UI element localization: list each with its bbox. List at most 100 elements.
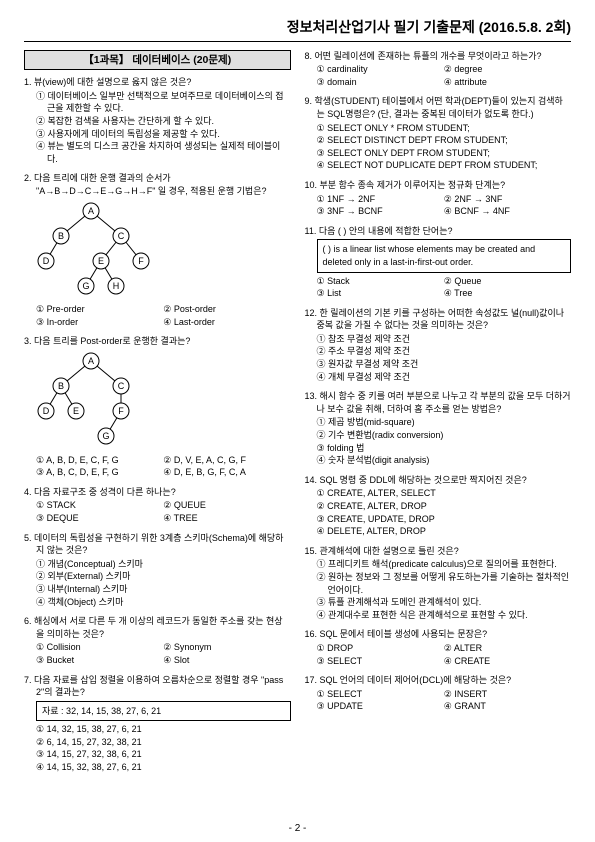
option: ① SELECT ONLY * FROM STUDENT; — [317, 122, 572, 135]
option: ③ In-order — [36, 316, 163, 329]
question: 9. 학생(STUDENT) 테이블에서 어떤 학과(DEPT)들이 있는지 검… — [305, 95, 572, 172]
option: ① 14, 32, 15, 38, 27, 6, 21 — [36, 723, 291, 736]
option: ① A, B, D, E, C, F, G — [36, 454, 163, 467]
options: ① STACK② QUEUE③ DEQUE④ TREE — [24, 499, 291, 524]
option: ③ SELECT — [317, 655, 444, 668]
question-box: 자료 : 32, 14, 15, 38, 27, 6, 21 — [36, 701, 291, 722]
option: ② 주소 무결성 제약 조건 — [317, 345, 572, 358]
svg-text:A: A — [88, 206, 94, 216]
options: ① Stack② Queue③ List④ Tree — [305, 275, 572, 300]
option: ③ A, B, C, D, E, F, G — [36, 466, 163, 479]
svg-text:D: D — [43, 406, 50, 416]
question: 1. 뷰(view)에 대한 설명으로 옳지 않은 것은?① 데이터베이스 일부… — [24, 76, 291, 165]
option: ② ALTER — [444, 642, 571, 655]
option: ① Collision — [36, 641, 163, 654]
option: ③ 튜플 관계해석과 도메인 관계해석이 있다. — [317, 596, 572, 609]
option: ① 제곱 방법(mid-square) — [317, 416, 572, 429]
option: ① DROP — [317, 642, 444, 655]
svg-text:D: D — [43, 256, 50, 266]
option: ② Queue — [444, 275, 571, 288]
option: ③ CREATE, UPDATE, DROP — [317, 513, 572, 526]
question: 3. 다음 트리를 Post-order로 운행한 결과는?ABCDEFG① A… — [24, 335, 291, 478]
question: 10. 부분 함수 종속 제거가 이루어지는 정규화 단계는?① 1NF → 2… — [305, 179, 572, 218]
svg-text:B: B — [58, 231, 64, 241]
option: ④ Slot — [163, 654, 290, 667]
option: ④ 객체(Object) 스키마 — [36, 596, 291, 609]
question-text: 15. 관계해석에 대한 설명으로 틀린 것은? — [305, 545, 572, 558]
options: ① SELECT ONLY * FROM STUDENT;② SELECT DI… — [305, 122, 572, 172]
question: 15. 관계해석에 대한 설명으로 틀린 것은?① 프레디키트 해석(predi… — [305, 545, 572, 622]
svg-text:C: C — [118, 381, 125, 391]
option: ③ Bucket — [36, 654, 163, 667]
option: ① 참조 무결성 제약 조건 — [317, 333, 572, 346]
svg-text:E: E — [98, 256, 104, 266]
left-column: 【1과목】 데이터베이스 (20문제) 1. 뷰(view)에 대한 설명으로 … — [24, 50, 291, 781]
options: ① A, B, D, E, C, F, G② D, V, E, A, C, G,… — [24, 454, 291, 479]
question-text: 17. SQL 언어의 데이터 제어어(DCL)에 해당하는 것은? — [305, 674, 572, 687]
tree-diagram: ABCDEFG — [36, 351, 146, 446]
option: ④ DELETE, ALTER, DROP — [317, 525, 572, 538]
option: ③ DEQUE — [36, 512, 163, 525]
option: ③ 원자값 무결성 제약 조건 — [317, 358, 572, 371]
question: 13. 해시 함수 중 키를 여러 부분으로 나누고 각 부분의 값을 모두 더… — [305, 390, 572, 467]
svg-text:A: A — [88, 356, 94, 366]
question: 17. SQL 언어의 데이터 제어어(DCL)에 해당하는 것은?① SELE… — [305, 674, 572, 713]
option: ② D, V, E, A, C, G, F — [163, 454, 290, 467]
page-header: 정보처리산업기사 필기 기출문제 (2016.5.8. 2회) — [24, 18, 571, 42]
option: ③ SELECT ONLY DEPT FROM STUDENT; — [317, 147, 572, 160]
right-column: 8. 어떤 릴레이션에 존재하는 튜플의 개수를 무엇이라고 하는가?① car… — [305, 50, 572, 781]
option: ④ 숫자 분석법(digit analysis) — [317, 454, 572, 467]
section-title: 【1과목】 데이터베이스 (20문제) — [24, 50, 291, 71]
options: ① cardinality② degree③ domain④ attribute — [305, 63, 572, 88]
option: ④ 뷰는 별도의 디스크 공간을 차지하여 생성되는 실제적 테이블이다. — [36, 140, 291, 165]
question-text: 1. 뷰(view)에 대한 설명으로 옳지 않은 것은? — [24, 76, 291, 89]
question-text: 12. 한 릴레이션의 기본 키를 구성하는 어떠한 속성값도 널(null)값… — [305, 307, 572, 332]
question: 6. 해싱에서 서로 다른 두 개 이상의 레코드가 동일한 주소를 갖는 현상… — [24, 615, 291, 666]
option: ① Stack — [317, 275, 444, 288]
option: ④ Tree — [444, 287, 571, 300]
question-text: 16. SQL 문에서 테이블 생성에 사용되는 문장은? — [305, 628, 572, 641]
question-text: 3. 다음 트리를 Post-order로 운행한 결과는? — [24, 335, 291, 348]
option: ② SELECT DISTINCT DEPT FROM STUDENT; — [317, 134, 572, 147]
question-text: 4. 다음 자료구조 중 성격이 다른 하나는? — [24, 486, 291, 499]
question: 2. 다음 트리에 대한 운행 결과의 순서가 "A→B→D→C→E→G→H→F… — [24, 172, 291, 328]
page-number: - 2 - — [0, 822, 595, 836]
question: 4. 다음 자료구조 중 성격이 다른 하나는?① STACK② QUEUE③ … — [24, 486, 291, 525]
question-text: 8. 어떤 릴레이션에 존재하는 튜플의 개수를 무엇이라고 하는가? — [305, 50, 572, 63]
option: ③ 사용자에게 데이터의 독립성을 제공할 수 있다. — [36, 128, 291, 141]
question: 5. 데이터의 독립성을 구현하기 위한 3계층 스키마(Schema)에 해당… — [24, 532, 291, 609]
option: ① 프레디키트 해석(predicate calculus)으로 질의어를 표현… — [317, 558, 572, 571]
question-text: 9. 학생(STUDENT) 테이블에서 어떤 학과(DEPT)들이 있는지 검… — [305, 95, 572, 120]
option: ③ 3NF → BCNF — [317, 205, 444, 218]
option: ④ D, E, B, G, F, C, A — [163, 466, 290, 479]
tree-diagram: ABCDEFGH — [36, 201, 156, 296]
svg-text:F: F — [138, 256, 144, 266]
options: ① 참조 무결성 제약 조건② 주소 무결성 제약 조건③ 원자값 무결성 제약… — [305, 333, 572, 383]
option: ④ SELECT NOT DUPLICATE DEPT FROM STUDENT… — [317, 159, 572, 172]
question: 16. SQL 문에서 테이블 생성에 사용되는 문장은?① DROP② ALT… — [305, 628, 572, 667]
option: ③ UPDATE — [317, 700, 444, 713]
question: 11. 다음 ( ) 안의 내용에 적합한 단어는?( ) is a linea… — [305, 225, 572, 300]
option: ① 개념(Conceptual) 스키마 — [36, 558, 291, 571]
option: ① 1NF → 2NF — [317, 193, 444, 206]
option: ② QUEUE — [163, 499, 290, 512]
option: ② 외부(External) 스키마 — [36, 570, 291, 583]
svg-text:E: E — [73, 406, 79, 416]
question-text: 14. SQL 명령 중 DDL에 해당하는 것으로만 짝지어진 것은? — [305, 474, 572, 487]
option: ④ GRANT — [444, 700, 571, 713]
svg-text:C: C — [118, 231, 125, 241]
question: 7. 다음 자료를 삽입 정렬을 이용하여 오름차순으로 정렬할 경우 "pas… — [24, 674, 291, 774]
option: ④ 개체 무결성 제약 조건 — [317, 371, 572, 384]
option: ① cardinality — [317, 63, 444, 76]
question: 12. 한 릴레이션의 기본 키를 구성하는 어떠한 속성값도 널(null)값… — [305, 307, 572, 384]
option: ③ List — [317, 287, 444, 300]
option: ① SELECT — [317, 688, 444, 701]
options: ① 14, 32, 15, 38, 27, 6, 21② 6, 14, 15, … — [24, 723, 291, 773]
options: ① 개념(Conceptual) 스키마② 외부(External) 스키마③ … — [24, 558, 291, 608]
option: ① 데이터베이스 일부만 선택적으로 보여주므로 데이터베이스의 접근을 제한할… — [36, 90, 291, 115]
question-box: ( ) is a linear list whose elements may … — [317, 239, 572, 272]
options: ① DROP② ALTER③ SELECT④ CREATE — [305, 642, 572, 667]
options: ① CREATE, ALTER, SELECT② CREATE, ALTER, … — [305, 487, 572, 537]
option: ② 원하는 정보와 그 정보를 어떻게 유도하는가를 기술하는 절차적인 언어이… — [317, 571, 572, 596]
option: ② degree — [444, 63, 571, 76]
